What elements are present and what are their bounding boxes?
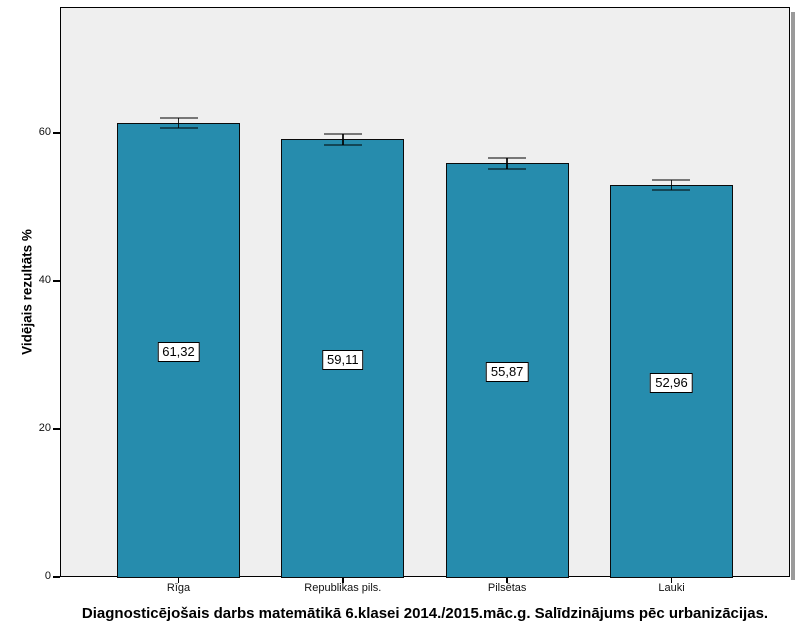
error-bar-bottom-cap bbox=[323, 143, 362, 146]
error-bar-top-cap bbox=[488, 157, 527, 160]
y-tick-label: 40 bbox=[38, 273, 51, 286]
y-tick bbox=[53, 428, 60, 430]
error-bar-top-cap bbox=[652, 178, 691, 181]
plot-area-shadow bbox=[791, 12, 795, 580]
error-bar-line bbox=[177, 117, 180, 129]
x-tick-label: Pilsētas bbox=[487, 582, 527, 594]
y-tick bbox=[53, 280, 60, 282]
bar-value-label: 55,87 bbox=[485, 362, 529, 383]
x-tick bbox=[670, 577, 673, 583]
x-tick-label: Lauki bbox=[658, 582, 685, 594]
x-tick bbox=[177, 577, 180, 583]
y-tick-label: 60 bbox=[38, 125, 51, 138]
error-bar-top-cap bbox=[159, 116, 198, 119]
chart-title: Diagnosticējošais darbs matemātikā 6.kla… bbox=[81, 605, 769, 622]
error-bar-top-cap bbox=[323, 133, 362, 136]
error-bar-line bbox=[506, 158, 508, 169]
x-tick-label: Rīga bbox=[166, 582, 191, 594]
error-bar-bottom-cap bbox=[159, 127, 198, 130]
x-tick bbox=[506, 577, 508, 583]
y-axis-title: Vidējais rezultāts % bbox=[19, 229, 35, 355]
error-bar-line bbox=[670, 179, 673, 191]
bar-value-label: 52,96 bbox=[650, 372, 693, 393]
error-bar-bottom-cap bbox=[652, 189, 691, 192]
bar-value-label: 61,32 bbox=[157, 342, 200, 363]
error-bar-bottom-cap bbox=[488, 167, 527, 170]
x-tick bbox=[342, 577, 344, 583]
y-tick bbox=[53, 132, 60, 134]
bar-value-label: 59,11 bbox=[322, 350, 364, 371]
y-tick-label: 0 bbox=[44, 570, 51, 582]
x-tick-label: Republikas pils. bbox=[304, 582, 382, 594]
y-tick-label: 20 bbox=[38, 421, 51, 434]
error-bar-line bbox=[342, 134, 344, 145]
y-tick bbox=[53, 576, 60, 578]
